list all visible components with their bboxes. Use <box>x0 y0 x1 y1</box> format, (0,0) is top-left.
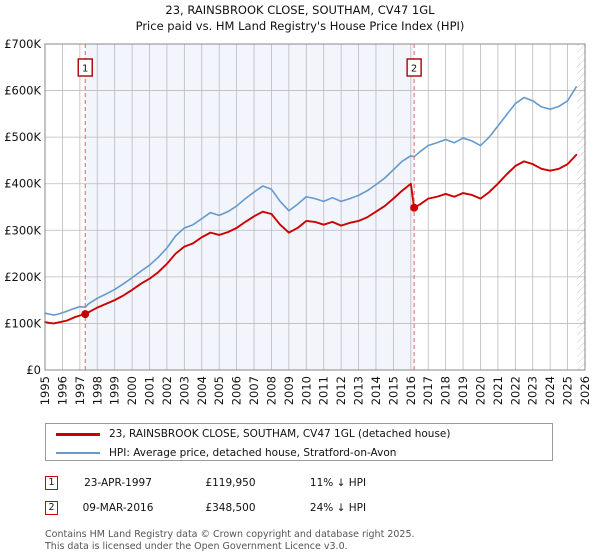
x-axis-tick-label: 2013 <box>352 376 366 405</box>
legend-swatch-price-paid-icon <box>56 432 100 436</box>
x-axis-tick-label: 2003 <box>177 376 191 405</box>
legend-swatch-hpi-icon <box>56 452 100 454</box>
x-axis-tick-label: 2005 <box>212 376 226 405</box>
x-axis-tick-label: 2002 <box>160 376 174 405</box>
y-axis-tick-label: £600K <box>4 84 41 98</box>
annotation-marker-label: 2 <box>411 64 417 75</box>
x-axis-tick-label: 2015 <box>386 376 400 405</box>
chart-subtitle: Price paid vs. HM Land Registry's House … <box>135 19 465 33</box>
transaction-hpi-delta: 24% ↓ HPI <box>309 501 367 514</box>
x-axis-tick-label: 1998 <box>90 376 104 405</box>
table-row[interactable]: 2 09-MAR-2016 £348,500 24% ↓ HPI <box>45 495 465 520</box>
x-axis-tick-label: 2021 <box>491 376 505 405</box>
annotation-marker-label: 1 <box>82 64 88 75</box>
y-axis-tick-label: £400K <box>4 177 41 191</box>
footer-copyright-line: Contains HM Land Registry data © Crown c… <box>45 529 415 540</box>
plot-frame <box>44 43 586 371</box>
footer-licence-line: This data is licensed under the Open Gov… <box>45 540 348 552</box>
chart-legend: 23, RAINSBROOK CLOSE, SOUTHAM, CV47 1GL … <box>45 423 553 461</box>
x-axis-tick-label: 2019 <box>456 376 470 405</box>
x-axis-tick-label: 2016 <box>404 376 418 405</box>
x-axis-tick-label: 1999 <box>108 376 122 405</box>
x-axis-tick-label: 2001 <box>143 376 157 405</box>
incomplete-data-hatch <box>577 44 585 370</box>
transaction-price: £348,500 <box>205 501 256 514</box>
x-axis-tick-label: 2009 <box>282 376 296 405</box>
transaction-date: 09-MAR-2016 <box>82 501 154 514</box>
legend-label-hpi: HPI: Average price, detached house, Stra… <box>109 447 397 459</box>
transaction-price: £119,950 <box>205 476 256 489</box>
transaction-date: 23-APR-1997 <box>84 476 152 489</box>
x-axis-tick-label: 2008 <box>264 376 278 405</box>
x-axis-tick-label: 2000 <box>125 376 139 405</box>
x-axis-tick-label: 2018 <box>439 376 453 405</box>
y-axis-tick-label: £0 <box>26 363 41 377</box>
legend-item-hpi: HPI: Average price, detached house, Stra… <box>46 444 552 462</box>
x-axis-tick-label: 2011 <box>317 376 331 405</box>
page-title: 23, RAINSBROOK CLOSE, SOUTHAM, CV47 1GL <box>165 3 435 17</box>
series-line-price-paid <box>44 153 578 325</box>
legend-item-price-paid: 23, RAINSBROOK CLOSE, SOUTHAM, CV47 1GL … <box>46 425 552 443</box>
x-axis-tick-label: 2017 <box>421 376 435 405</box>
plot-area: £0 £100K £200K £300K £400K £500K £600K £700K 199… <box>4 37 592 405</box>
x-axis-tick-label: 2014 <box>369 376 383 405</box>
x-axis-tick-label: 2010 <box>299 376 313 405</box>
transactions-table: 1 23-APR-1997 £119,950 11% ↓ HPI 2 09-MA… <box>45 470 465 520</box>
y-axis-tick-label: £100K <box>4 316 41 330</box>
x-axis-tick-label: 2020 <box>473 376 487 405</box>
x-axis-tick-label: 2022 <box>508 376 522 405</box>
sale-point-marker <box>81 310 90 319</box>
table-row[interactable]: 1 23-APR-1997 £119,950 11% ↓ HPI <box>45 470 465 495</box>
y-axis-tick-label: £200K <box>4 270 41 284</box>
annotation-marker-box <box>406 58 422 77</box>
ownership-period-band <box>85 44 415 370</box>
series-line-hpi <box>44 86 578 316</box>
x-axis-tick-label: 2025 <box>561 376 575 405</box>
x-axis-tick-label: 1997 <box>73 376 87 405</box>
annotation-marker-box <box>77 58 93 77</box>
y-axis-tick-label: £300K <box>4 223 41 237</box>
x-axis-tick-label: 2023 <box>526 376 540 405</box>
sale-point-marker <box>410 203 419 212</box>
legend-label-price-paid: 23, RAINSBROOK CLOSE, SOUTHAM, CV47 1GL … <box>109 428 451 440</box>
x-axis-tick-label: 2024 <box>543 376 557 405</box>
x-axis-tick-label: 2007 <box>247 376 261 405</box>
x-axis-tick-label: 2006 <box>230 376 244 405</box>
y-axis-tick-label: £700K <box>4 37 41 51</box>
x-axis-tick-label: 2004 <box>195 376 209 405</box>
x-axis-tick-label: 2026 <box>578 376 592 405</box>
x-axis-tick-label: 1996 <box>55 376 69 405</box>
transaction-hpi-delta: 11% ↓ HPI <box>309 476 367 489</box>
x-axis-tick-label: 2012 <box>334 376 348 405</box>
footer-attribution: Contains HM Land Registry data © Crown c… <box>45 529 565 552</box>
y-axis-tick-label: £500K <box>4 130 41 144</box>
x-axis-tick-label: 1995 <box>38 376 52 405</box>
chart-title-block: 23, RAINSBROOK CLOSE, SOUTHAM, CV47 1GL … <box>0 2 600 34</box>
transaction-index-badge: 2 <box>45 500 58 515</box>
transaction-index-badge: 1 <box>45 475 58 490</box>
